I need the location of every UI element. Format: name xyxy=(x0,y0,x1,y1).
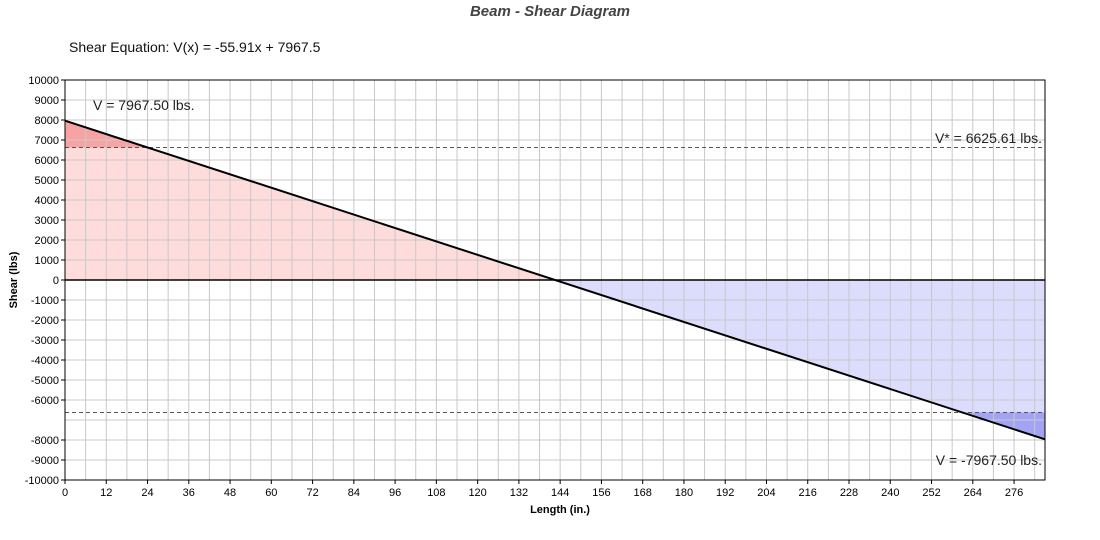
y-tick-label: -9000 xyxy=(31,455,59,467)
x-tick-label: 60 xyxy=(265,487,277,499)
y-tick-label: 6000 xyxy=(35,155,59,167)
x-tick-label: 144 xyxy=(551,487,569,499)
y-axis-title: Shear (lbs) xyxy=(8,251,20,308)
y-tick-label: 3000 xyxy=(35,215,59,227)
y-tick-label: 4000 xyxy=(35,195,59,207)
x-tick-label: 192 xyxy=(716,487,734,499)
y-tick-label: 9000 xyxy=(35,95,59,107)
v-max-annotation: V = 7967.50 lbs. xyxy=(93,97,195,113)
chart-title: Beam - Shear Diagram xyxy=(469,3,631,20)
y-tick-label: 1000 xyxy=(35,255,59,267)
y-tick-label: 2000 xyxy=(35,235,59,247)
v-min-annotation: V = -7967.50 lbs. xyxy=(936,452,1042,468)
y-tick-label: -2000 xyxy=(31,315,59,327)
x-tick-label: 72 xyxy=(306,487,318,499)
x-tick-label: 96 xyxy=(389,487,401,499)
x-tick-label: 264 xyxy=(964,487,982,499)
y-tick-label: -8000 xyxy=(31,435,59,447)
shear-equation: Shear Equation: V(x) = -55.91x + 7967.5 xyxy=(69,39,321,55)
x-tick-label: 240 xyxy=(881,487,899,499)
y-tick-label: -4000 xyxy=(31,355,59,367)
y-tick-label: 7000 xyxy=(35,135,59,147)
y-tick-label: -3000 xyxy=(31,335,59,347)
y-tick-label: -6000 xyxy=(31,395,59,407)
x-tick-label: 228 xyxy=(840,487,858,499)
y-tick-label: 0 xyxy=(53,275,59,287)
y-tick-label: -5000 xyxy=(31,375,59,387)
x-tick-label: 108 xyxy=(427,487,445,499)
x-tick-label: 0 xyxy=(62,487,68,499)
v-star-annotation: V* = 6625.61 lbs. xyxy=(935,130,1042,146)
x-tick-label: 12 xyxy=(100,487,112,499)
x-tick-label: 84 xyxy=(348,487,360,499)
y-tick-label: 8000 xyxy=(35,115,59,127)
x-tick-label: 276 xyxy=(1005,487,1023,499)
shear-line xyxy=(64,119,1046,441)
y-tick-label: 10000 xyxy=(28,75,59,87)
x-tick-label: 168 xyxy=(634,487,652,499)
x-tick-label: 36 xyxy=(183,487,195,499)
x-tick-label: 180 xyxy=(675,487,693,499)
x-axis-title: Length (in.) xyxy=(530,504,590,516)
y-tick-label: 5000 xyxy=(35,175,59,187)
y-tick-label: -10000 xyxy=(25,475,59,487)
x-tick-label: 156 xyxy=(592,487,610,499)
x-tick-label: 48 xyxy=(224,487,236,499)
x-tick-label: 252 xyxy=(922,487,940,499)
x-tick-label: 132 xyxy=(510,487,528,499)
y-tick-label: -1000 xyxy=(31,295,59,307)
x-tick-label: 120 xyxy=(468,487,486,499)
x-tick-label: 216 xyxy=(799,487,817,499)
x-tick-label: 24 xyxy=(141,487,153,499)
x-tick-label: 204 xyxy=(757,487,775,499)
